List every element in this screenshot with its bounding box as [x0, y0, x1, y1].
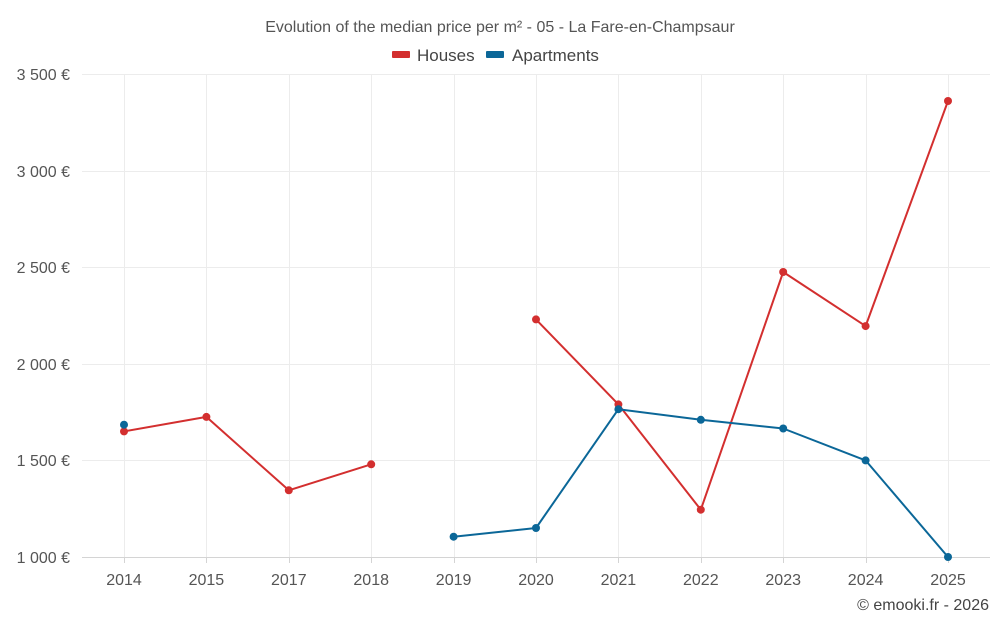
points-layer [120, 97, 952, 561]
x-tick-label: 2018 [353, 572, 389, 589]
data-point-houses[interactable] [944, 97, 952, 105]
x-tick-label: 2014 [106, 572, 142, 589]
x-tick-label: 2020 [518, 572, 554, 589]
x-tick-label: 2025 [930, 572, 966, 589]
data-point-apartments[interactable] [614, 405, 623, 414]
x-tick-label: 2023 [765, 572, 801, 589]
data-point-apartments[interactable] [696, 415, 705, 424]
data-point-houses[interactable] [120, 427, 128, 436]
legend-item-apartments[interactable]: Apartments [486, 46, 599, 65]
x-tick-label: 2015 [189, 572, 225, 589]
x-tick-label: 2022 [683, 572, 719, 589]
series-line-apartments [452, 408, 949, 558]
chart-title: Evolution of the median price per m² - 0… [265, 19, 735, 36]
credit-text: © emooki.fr - 2026 [857, 597, 989, 614]
series-line-houses [535, 100, 949, 511]
legend-swatch-houses [392, 51, 410, 58]
data-point-apartments[interactable] [532, 524, 540, 532]
legend-swatch-apartments [486, 51, 504, 58]
data-point-apartments[interactable] [449, 532, 458, 541]
axis-layer: 1 000 € 1 500 € 2 000 € 2 500 € 3 000 € 3 500… [17, 67, 990, 589]
grid-layer [82, 74, 990, 557]
series-line-houses [123, 415, 373, 492]
data-point-houses[interactable] [202, 412, 211, 421]
data-point-apartments[interactable] [120, 420, 128, 429]
y-tick-label: 1 500 € [17, 453, 70, 470]
y-tick-label: 2 500 € [17, 260, 70, 277]
data-point-houses[interactable] [861, 322, 870, 331]
data-point-houses[interactable] [532, 315, 540, 324]
legend-item-houses[interactable]: Houses [392, 46, 475, 65]
data-point-apartments[interactable] [861, 456, 870, 465]
data-point-apartments[interactable] [944, 553, 952, 561]
x-tick-label: 2019 [436, 572, 472, 589]
data-point-houses[interactable] [367, 460, 376, 469]
legend-label-houses: Houses [417, 46, 475, 65]
data-point-houses[interactable] [696, 505, 705, 514]
legend-label-apartments: Apartments [512, 46, 599, 65]
y-tick-label: 3 000 € [17, 164, 70, 181]
x-tick-label: 2021 [601, 572, 637, 589]
data-point-houses[interactable] [284, 486, 293, 495]
x-tick-label: 2024 [848, 572, 884, 589]
x-tick-label: 2017 [271, 572, 307, 589]
y-tick-label: 2 000 € [17, 357, 70, 374]
y-tick-label: 1 000 € [17, 550, 70, 567]
y-tick-label: 3 500 € [17, 67, 70, 84]
data-point-houses[interactable] [779, 268, 788, 276]
legend[interactable]: Houses Apartments [392, 46, 599, 65]
data-point-apartments[interactable] [779, 424, 788, 433]
